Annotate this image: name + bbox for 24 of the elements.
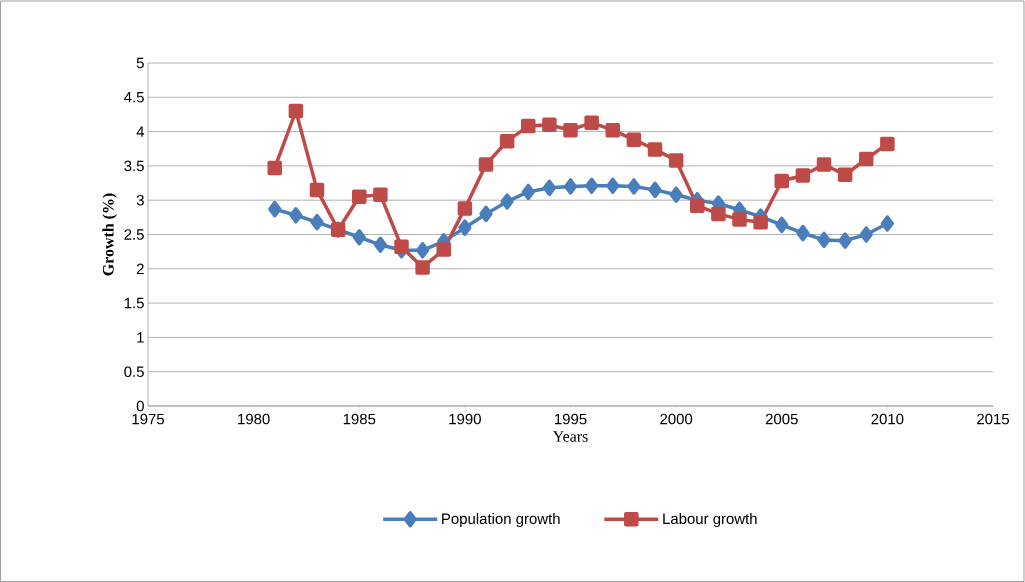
x-tick-label: 1975 [132, 413, 164, 425]
x-tick-label: 1990 [449, 413, 481, 425]
y-tick-label: 5 [136, 57, 144, 69]
y-tick-label: 3 [136, 194, 144, 206]
x-tick-label: 1980 [238, 413, 270, 425]
y-tick-label: 0 [136, 400, 144, 412]
x-tick-label: 2005 [765, 413, 798, 425]
y-tick-label: 3.5 [124, 160, 144, 172]
y-tick-label: 4 [136, 126, 145, 137]
y-tick-label: 1 [137, 332, 144, 343]
x-tick-label: 2000 [660, 413, 693, 425]
x-tick-label: 2010 [871, 413, 904, 425]
x-tick-label: 1995 [555, 413, 587, 425]
legend-label: Population growth [442, 513, 560, 527]
legend-label: Labour growth [663, 513, 757, 527]
y-axis-title: Growth (%) [102, 193, 117, 276]
y-tick-label: 4.5 [124, 92, 144, 103]
x-tick-label: 1985 [343, 413, 376, 425]
y-tick-label: 1.5 [124, 297, 144, 309]
y-tick-label: 2 [136, 263, 144, 274]
y-tick-label: 2.5 [124, 229, 144, 240]
x-axis-title: Years [552, 431, 588, 442]
x-tick-label: 2015 [977, 413, 1009, 425]
y-tick-label: 0.5 [124, 366, 144, 377]
